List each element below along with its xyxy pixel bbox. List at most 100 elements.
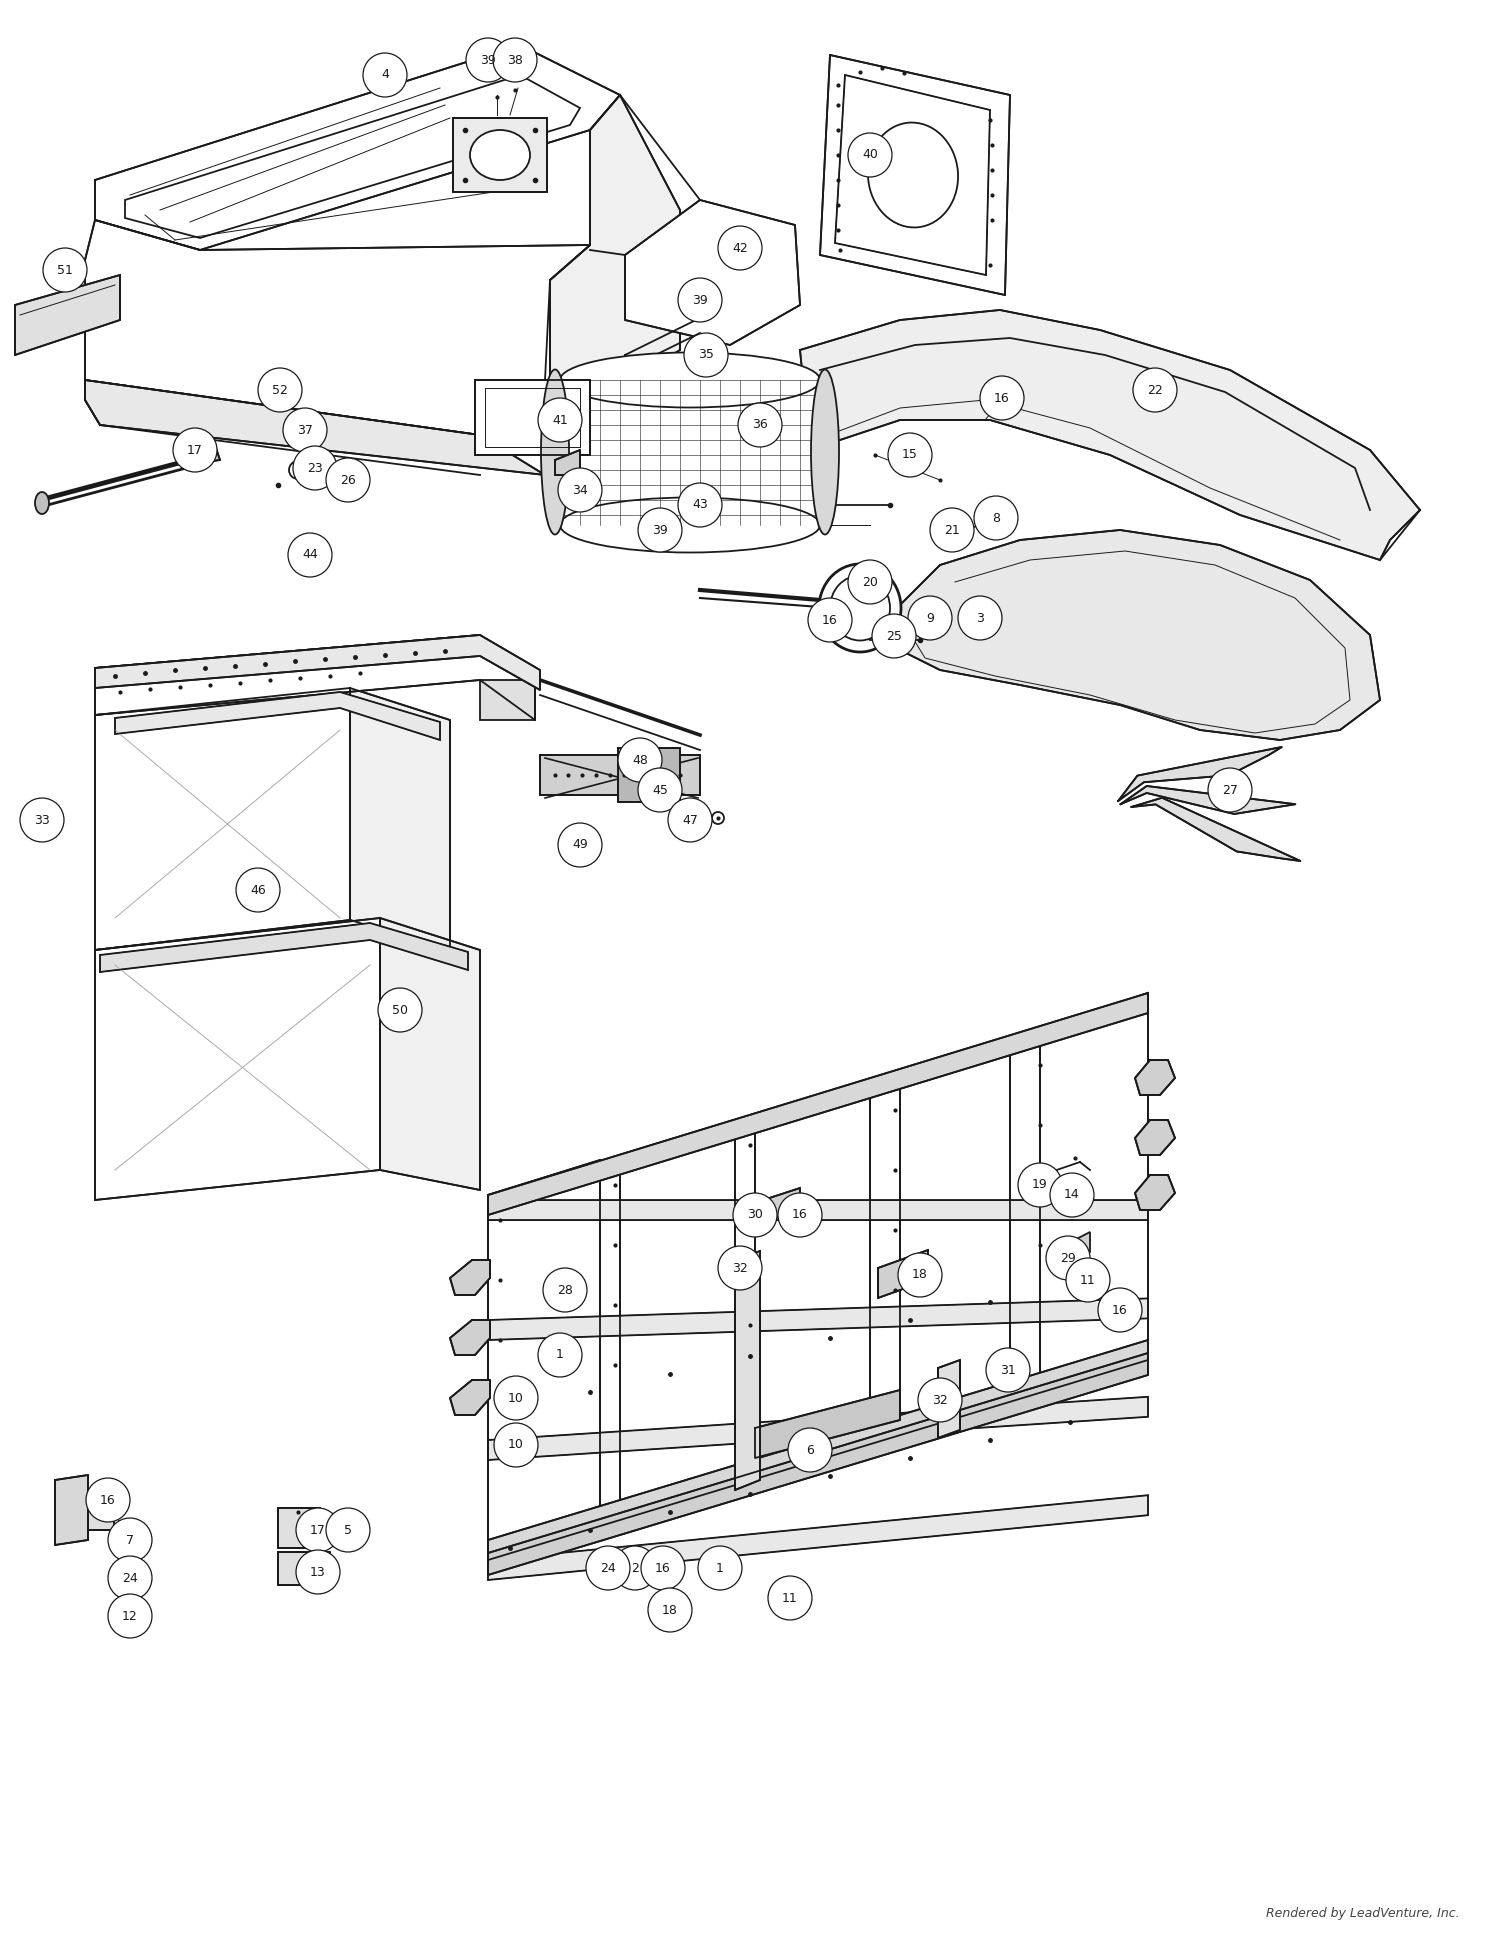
Polygon shape [94, 635, 536, 720]
Text: 13: 13 [310, 1566, 326, 1578]
Polygon shape [1136, 1174, 1174, 1209]
Text: 11: 11 [1080, 1273, 1096, 1287]
Text: 38: 38 [507, 54, 524, 66]
Circle shape [768, 1576, 812, 1621]
Ellipse shape [819, 565, 902, 652]
Text: 1: 1 [556, 1349, 564, 1361]
Ellipse shape [868, 122, 958, 227]
Polygon shape [488, 1161, 600, 1555]
Text: 16: 16 [792, 1209, 808, 1221]
Text: 10: 10 [509, 1438, 524, 1452]
Polygon shape [180, 444, 220, 466]
Text: 12: 12 [122, 1609, 138, 1623]
Circle shape [808, 598, 852, 642]
Text: 44: 44 [302, 549, 318, 561]
Text: 39: 39 [480, 54, 496, 66]
Polygon shape [488, 994, 1148, 1215]
Polygon shape [450, 1260, 491, 1295]
Text: 24: 24 [122, 1572, 138, 1584]
Circle shape [678, 483, 722, 528]
Text: 50: 50 [392, 1003, 408, 1017]
Text: 47: 47 [682, 813, 698, 827]
Circle shape [538, 398, 582, 443]
Polygon shape [754, 1390, 900, 1458]
Circle shape [1019, 1163, 1062, 1207]
Polygon shape [86, 380, 544, 476]
Circle shape [284, 408, 327, 452]
Text: 51: 51 [57, 264, 74, 276]
Circle shape [538, 1333, 582, 1376]
Text: 16: 16 [656, 1561, 670, 1574]
Text: 31: 31 [1000, 1363, 1016, 1376]
Polygon shape [555, 450, 580, 476]
Circle shape [258, 369, 302, 411]
Circle shape [108, 1557, 152, 1599]
Polygon shape [1040, 994, 1148, 1390]
Circle shape [326, 1508, 370, 1553]
Text: 15: 15 [902, 448, 918, 462]
Circle shape [494, 1423, 538, 1467]
Text: 34: 34 [572, 483, 588, 497]
Text: 16: 16 [100, 1493, 116, 1506]
Polygon shape [450, 1320, 491, 1355]
Circle shape [494, 39, 537, 82]
Polygon shape [56, 1475, 88, 1545]
Text: 7: 7 [126, 1533, 134, 1547]
Polygon shape [488, 1200, 1148, 1221]
Polygon shape [15, 276, 120, 355]
Circle shape [980, 377, 1024, 419]
Polygon shape [380, 918, 480, 1190]
Text: 10: 10 [509, 1392, 524, 1405]
Text: 32: 32 [932, 1394, 948, 1407]
Circle shape [908, 596, 952, 641]
Circle shape [20, 798, 64, 842]
Ellipse shape [34, 491, 50, 514]
Text: 23: 23 [308, 462, 322, 474]
Text: 2: 2 [632, 1561, 639, 1574]
Circle shape [290, 462, 308, 479]
Circle shape [638, 509, 682, 551]
Circle shape [614, 1545, 657, 1590]
Circle shape [734, 1194, 777, 1236]
Circle shape [668, 798, 712, 842]
Polygon shape [86, 219, 590, 435]
Polygon shape [618, 747, 680, 802]
Text: 46: 46 [251, 883, 266, 897]
Polygon shape [350, 687, 450, 949]
Polygon shape [836, 76, 990, 276]
Text: 25: 25 [886, 629, 902, 642]
Text: 36: 36 [752, 419, 768, 431]
Polygon shape [100, 924, 468, 972]
Polygon shape [94, 635, 540, 689]
Text: 30: 30 [747, 1209, 764, 1221]
Polygon shape [476, 380, 590, 454]
Circle shape [930, 509, 974, 551]
Polygon shape [453, 118, 548, 192]
Ellipse shape [830, 575, 890, 641]
Text: 37: 37 [297, 423, 314, 437]
Text: 19: 19 [1032, 1178, 1048, 1192]
Circle shape [648, 1588, 692, 1632]
Circle shape [1050, 1172, 1094, 1217]
Text: 39: 39 [652, 524, 668, 536]
Text: 6: 6 [806, 1444, 814, 1456]
Circle shape [918, 1378, 962, 1423]
Circle shape [363, 52, 407, 97]
Polygon shape [1136, 1060, 1174, 1095]
Circle shape [778, 1194, 822, 1236]
Circle shape [1066, 1258, 1110, 1302]
Circle shape [638, 769, 682, 811]
Polygon shape [938, 1361, 960, 1438]
Circle shape [586, 1545, 630, 1590]
Polygon shape [821, 54, 1010, 295]
Text: 11: 11 [782, 1592, 798, 1605]
Polygon shape [1131, 798, 1300, 862]
Circle shape [108, 1518, 152, 1563]
Text: 32: 32 [732, 1262, 748, 1275]
Text: 28: 28 [556, 1283, 573, 1297]
Polygon shape [488, 1353, 1148, 1574]
Circle shape [288, 534, 332, 576]
Ellipse shape [560, 353, 820, 408]
Circle shape [986, 1347, 1030, 1392]
Polygon shape [890, 530, 1380, 740]
